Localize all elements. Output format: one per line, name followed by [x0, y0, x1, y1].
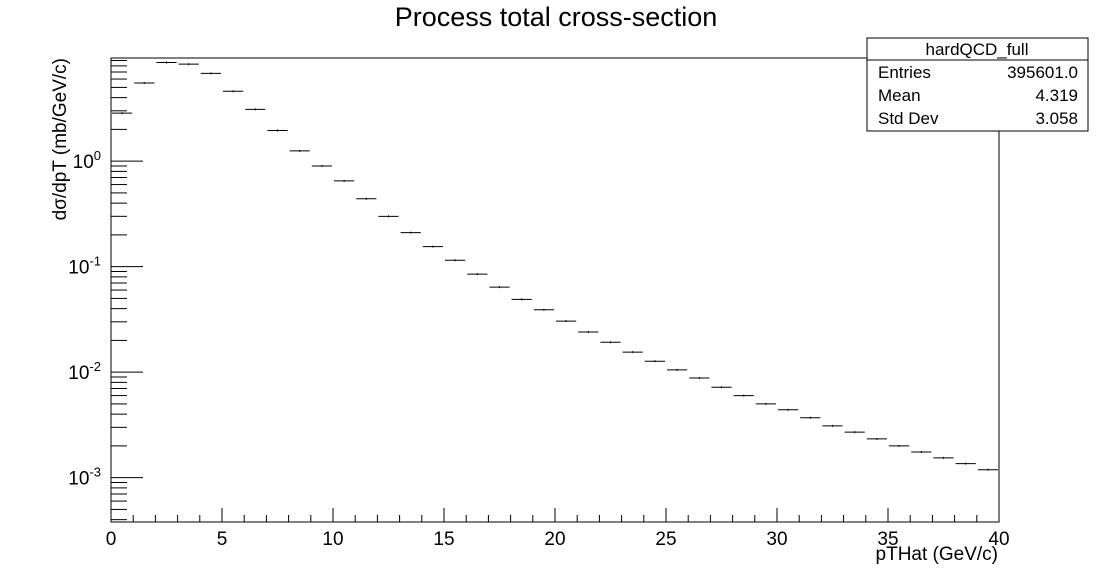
- stats-entries-label: Entries: [878, 63, 931, 82]
- stats-title: hardQCD_full: [926, 40, 1029, 59]
- x-tick-label: 10: [322, 529, 343, 550]
- y-axis: 100 10-1 10-2 10-3: [68, 59, 143, 521]
- y-tick-label: 10-3: [68, 465, 101, 490]
- stats-mean-value: 4.319: [1035, 86, 1078, 105]
- x-tick-label: 5: [217, 529, 228, 550]
- stats-box: hardQCD_full Entries 395601.0 Mean 4.319…: [866, 37, 1089, 132]
- x-tick-label: 0: [106, 529, 117, 550]
- stats-stddev-value: 3.058: [1035, 109, 1078, 128]
- y-tick-label: 10-1: [68, 254, 101, 279]
- x-tick-label: 35: [877, 529, 898, 550]
- stats-mean-label: Mean: [878, 86, 921, 105]
- x-axis: 0 5 10 15 20 25 30 35 40: [106, 508, 1010, 550]
- stats-stddev-label: Std Dev: [878, 109, 939, 128]
- chart-title: Process total cross-section: [395, 2, 718, 32]
- plot-frame: [110, 57, 1000, 523]
- stats-entries-value: 395601.0: [1007, 63, 1078, 82]
- x-tick-label: 40: [988, 529, 1009, 550]
- x-axis-title: pTHat (GeV/c): [876, 544, 998, 565]
- histogram-bins: [112, 61, 998, 471]
- x-tick-label: 15: [433, 529, 454, 550]
- x-tick-label: 20: [544, 529, 565, 550]
- y-axis-title: dσ/dpT (mb/GeV/c): [50, 58, 71, 220]
- x-tick-label: 30: [766, 529, 787, 550]
- plot-area-border: [110, 57, 1000, 523]
- y-tick-label: 10-2: [68, 359, 101, 384]
- y-tick-label: 100: [73, 148, 101, 173]
- x-tick-label: 25: [655, 529, 676, 550]
